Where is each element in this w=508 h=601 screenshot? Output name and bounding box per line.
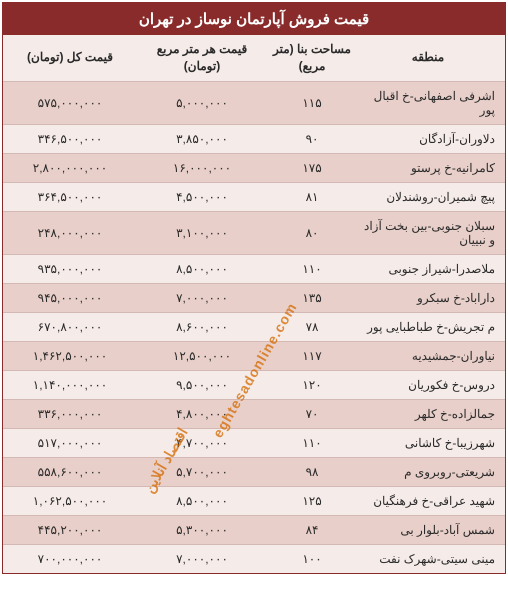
- table-row: پیچ شمیران-روشندلان۸۱۴,۵۰۰,۰۰۰۳۶۴,۵۰۰,۰۰…: [3, 183, 505, 212]
- cell-area: ۱۱۷: [267, 342, 357, 370]
- cell-price-per-m: ۵,۰۰۰,۰۰۰: [137, 82, 267, 124]
- table-row: دلاوران-آزادگان۹۰۳,۸۵۰,۰۰۰۳۴۶,۵۰۰,۰۰۰: [3, 125, 505, 154]
- cell-total: ۱,۱۴۰,۰۰۰,۰۰۰: [3, 371, 137, 399]
- cell-total: ۲,۸۰۰,۰۰۰,۰۰۰: [3, 154, 137, 182]
- cell-price-per-m: ۵,۷۰۰,۰۰۰: [137, 458, 267, 486]
- table-row: جمالزاده-خ کلهر۷۰۴,۸۰۰,۰۰۰۳۳۶,۰۰۰,۰۰۰: [3, 400, 505, 429]
- cell-total: ۴۴۵,۲۰۰,۰۰۰: [3, 516, 137, 544]
- cell-region: م تجریش-خ طباطبایی پور: [357, 313, 505, 341]
- cell-price-per-m: ۸,۶۰۰,۰۰۰: [137, 313, 267, 341]
- cell-region: مینی سیتی-شهرک نفت: [357, 545, 505, 573]
- cell-area: ۱۷۵: [267, 154, 357, 182]
- cell-total: ۳۳۶,۰۰۰,۰۰۰: [3, 400, 137, 428]
- table-row: اشرفی اصفهانی-خ اقبال پور۱۱۵۵,۰۰۰,۰۰۰۵۷۵…: [3, 82, 505, 125]
- cell-total: ۱,۴۶۲,۵۰۰,۰۰۰: [3, 342, 137, 370]
- cell-price-per-m: ۳,۱۰۰,۰۰۰: [137, 212, 267, 254]
- cell-area: ۱۲۰: [267, 371, 357, 399]
- table-row: دروس-خ فکوریان۱۲۰۹,۵۰۰,۰۰۰۱,۱۴۰,۰۰۰,۰۰۰: [3, 371, 505, 400]
- cell-price-per-m: ۷,۰۰۰,۰۰۰: [137, 545, 267, 573]
- cell-region: پیچ شمیران-روشندلان: [357, 183, 505, 211]
- cell-area: ۱۰۰: [267, 545, 357, 573]
- cell-price-per-m: ۴,۷۰۰,۰۰۰: [137, 429, 267, 457]
- cell-price-per-m: ۸,۵۰۰,۰۰۰: [137, 487, 267, 515]
- cell-area: ۱۲۵: [267, 487, 357, 515]
- col-header-total: قیمت کل (تومان): [3, 35, 137, 81]
- table-body: اشرفی اصفهانی-خ اقبال پور۱۱۵۵,۰۰۰,۰۰۰۵۷۵…: [3, 82, 505, 573]
- cell-area: ۷۰: [267, 400, 357, 428]
- cell-region: شریعتی-روبروی م: [357, 458, 505, 486]
- col-header-region: منطقه: [357, 35, 505, 81]
- cell-price-per-m: ۹,۵۰۰,۰۰۰: [137, 371, 267, 399]
- cell-price-per-m: ۷,۰۰۰,۰۰۰: [137, 284, 267, 312]
- cell-total: ۶۷۰,۸۰۰,۰۰۰: [3, 313, 137, 341]
- cell-total: ۹۳۵,۰۰۰,۰۰۰: [3, 255, 137, 283]
- cell-area: ۷۸: [267, 313, 357, 341]
- col-header-price-per-m: قیمت هر متر مربع (تومان): [137, 35, 267, 81]
- cell-total: ۹۴۵,۰۰۰,۰۰۰: [3, 284, 137, 312]
- table-title: قیمت فروش آپارتمان نوساز در تهران: [3, 3, 505, 35]
- table-row: داراباد-خ سبکرو۱۳۵۷,۰۰۰,۰۰۰۹۴۵,۰۰۰,۰۰۰: [3, 284, 505, 313]
- cell-total: ۳۴۶,۵۰۰,۰۰۰: [3, 125, 137, 153]
- cell-region: سبلان جنوبی-بین بخت آزاد و نبییان: [357, 212, 505, 254]
- cell-total: ۳۶۴,۵۰۰,۰۰۰: [3, 183, 137, 211]
- cell-region: دلاوران-آزادگان: [357, 125, 505, 153]
- cell-region: شهرزیبا-خ کاشانی: [357, 429, 505, 457]
- table-row: شهید عراقی-خ فرهنگیان۱۲۵۸,۵۰۰,۰۰۰۱,۰۶۲,۵…: [3, 487, 505, 516]
- table-row: سبلان جنوبی-بین بخت آزاد و نبییان۸۰۳,۱۰۰…: [3, 212, 505, 255]
- cell-price-per-m: ۱۲,۵۰۰,۰۰۰: [137, 342, 267, 370]
- cell-area: ۸۰: [267, 212, 357, 254]
- cell-price-per-m: ۴,۵۰۰,۰۰۰: [137, 183, 267, 211]
- cell-area: ۹۸: [267, 458, 357, 486]
- cell-region: شمس آباد-بلوار بی: [357, 516, 505, 544]
- cell-area: ۸۴: [267, 516, 357, 544]
- cell-region: ملاصدرا-شیراز جنوبی: [357, 255, 505, 283]
- table-row: کامرانیه-خ پرستو۱۷۵۱۶,۰۰۰,۰۰۰۲,۸۰۰,۰۰۰,۰…: [3, 154, 505, 183]
- cell-area: ۹۰: [267, 125, 357, 153]
- cell-price-per-m: ۸,۵۰۰,۰۰۰: [137, 255, 267, 283]
- cell-region: داراباد-خ سبکرو: [357, 284, 505, 312]
- cell-region: جمالزاده-خ کلهر: [357, 400, 505, 428]
- cell-region: کامرانیه-خ پرستو: [357, 154, 505, 182]
- cell-region: اشرفی اصفهانی-خ اقبال پور: [357, 82, 505, 124]
- cell-region: دروس-خ فکوریان: [357, 371, 505, 399]
- cell-region: شهید عراقی-خ فرهنگیان: [357, 487, 505, 515]
- table-row: شمس آباد-بلوار بی۸۴۵,۳۰۰,۰۰۰۴۴۵,۲۰۰,۰۰۰: [3, 516, 505, 545]
- table-row: شهرزیبا-خ کاشانی۱۱۰۴,۷۰۰,۰۰۰۵۱۷,۰۰۰,۰۰۰: [3, 429, 505, 458]
- col-header-area: مساحت بنا (متر مربع): [267, 35, 357, 81]
- cell-area: ۱۱۰: [267, 255, 357, 283]
- cell-price-per-m: ۳,۸۵۰,۰۰۰: [137, 125, 267, 153]
- cell-total: ۵۱۷,۰۰۰,۰۰۰: [3, 429, 137, 457]
- cell-price-per-m: ۱۶,۰۰۰,۰۰۰: [137, 154, 267, 182]
- cell-total: ۵۷۵,۰۰۰,۰۰۰: [3, 82, 137, 124]
- cell-area: ۱۱۰: [267, 429, 357, 457]
- cell-total: ۷۰۰,۰۰۰,۰۰۰: [3, 545, 137, 573]
- cell-total: ۱,۰۶۲,۵۰۰,۰۰۰: [3, 487, 137, 515]
- table-row: م تجریش-خ طباطبایی پور۷۸۸,۶۰۰,۰۰۰۶۷۰,۸۰۰…: [3, 313, 505, 342]
- cell-price-per-m: ۴,۸۰۰,۰۰۰: [137, 400, 267, 428]
- cell-area: ۸۱: [267, 183, 357, 211]
- table-row: ملاصدرا-شیراز جنوبی۱۱۰۸,۵۰۰,۰۰۰۹۳۵,۰۰۰,۰…: [3, 255, 505, 284]
- table-row: نیاوران-جمشیدیه۱۱۷۱۲,۵۰۰,۰۰۰۱,۴۶۲,۵۰۰,۰۰…: [3, 342, 505, 371]
- cell-area: ۱۳۵: [267, 284, 357, 312]
- table-row: مینی سیتی-شهرک نفت۱۰۰۷,۰۰۰,۰۰۰۷۰۰,۰۰۰,۰۰…: [3, 545, 505, 573]
- cell-area: ۱۱۵: [267, 82, 357, 124]
- table-row: شریعتی-روبروی م۹۸۵,۷۰۰,۰۰۰۵۵۸,۶۰۰,۰۰۰: [3, 458, 505, 487]
- cell-total: ۵۵۸,۶۰۰,۰۰۰: [3, 458, 137, 486]
- table-header: منطقه مساحت بنا (متر مربع) قیمت هر متر م…: [3, 35, 505, 82]
- price-table: قیمت فروش آپارتمان نوساز در تهران منطقه …: [2, 2, 506, 574]
- cell-price-per-m: ۵,۳۰۰,۰۰۰: [137, 516, 267, 544]
- cell-total: ۲۴۸,۰۰۰,۰۰۰: [3, 212, 137, 254]
- cell-region: نیاوران-جمشیدیه: [357, 342, 505, 370]
